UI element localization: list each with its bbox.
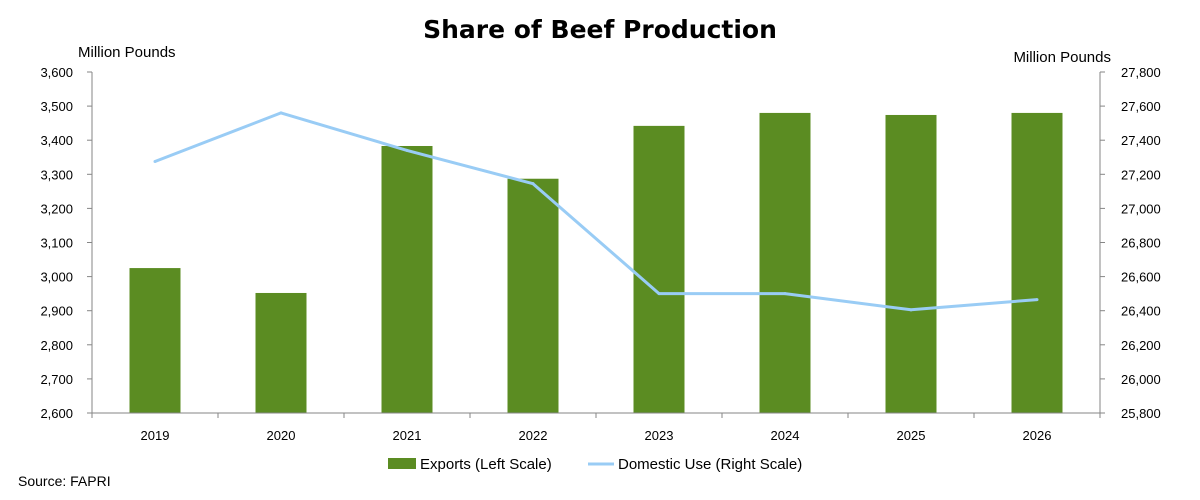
left-tick-label: 2,700 xyxy=(40,372,73,387)
right-tick-label: 26,000 xyxy=(1121,372,1161,387)
legend-label-domestic-use: Domestic Use (Right Scale) xyxy=(618,456,802,473)
x-axis-ticks: 2019 2020 2021 2022 2023 2024 2025 2026 xyxy=(91,413,1101,443)
x-tick-label: 2026 xyxy=(1023,428,1052,443)
left-tick-label: 3,300 xyxy=(40,167,73,182)
right-tick-label: 27,400 xyxy=(1121,133,1161,148)
legend-label-exports: Exports (Left Scale) xyxy=(420,456,552,473)
domestic-use-point-2025 xyxy=(909,308,913,312)
right-tick-label: 25,800 xyxy=(1121,406,1161,421)
domestic-use-series xyxy=(153,111,1039,312)
domestic-use-point-2024 xyxy=(783,292,787,296)
export-bar-2019 xyxy=(129,268,181,413)
export-bar-2026 xyxy=(1011,112,1063,414)
x-tick-label: 2020 xyxy=(267,428,296,443)
left-tick-label: 2,900 xyxy=(40,304,73,319)
right-tick-label: 26,200 xyxy=(1121,338,1161,353)
left-axis-label: Million Pounds xyxy=(78,44,176,61)
domestic-use-point-2019 xyxy=(153,160,157,164)
left-tick-label: 2,600 xyxy=(40,406,73,421)
x-tick-label: 2024 xyxy=(771,428,800,443)
domestic-use-point-2022 xyxy=(531,182,535,186)
right-tick-label: 27,200 xyxy=(1121,167,1161,182)
legend: Exports (Left Scale) Domestic Use (Right… xyxy=(388,456,802,473)
domestic-use-point-2021 xyxy=(405,148,409,152)
right-tick-label: 27,600 xyxy=(1121,99,1161,114)
right-tick-label: 27,000 xyxy=(1121,201,1161,216)
x-tick-label: 2023 xyxy=(645,428,674,443)
right-axis-ticks: 25,800 26,000 26,200 26,400 26,600 26,800 27,0… xyxy=(1100,65,1161,421)
domestic-use-point-2023 xyxy=(657,292,661,296)
export-bar-2021 xyxy=(381,145,433,413)
x-tick-label: 2025 xyxy=(897,428,926,443)
domestic-use-point-2020 xyxy=(279,111,283,115)
export-bar-2020 xyxy=(255,292,307,413)
left-tick-label: 2,800 xyxy=(40,338,73,353)
left-tick-label: 3,400 xyxy=(40,133,73,148)
axis-lines xyxy=(91,72,1101,414)
right-axis-label: Million Pounds xyxy=(1013,49,1111,66)
export-bar-2023 xyxy=(633,125,685,414)
legend-swatch-exports xyxy=(388,458,416,469)
x-tick-label: 2019 xyxy=(141,428,170,443)
left-tick-label: 3,000 xyxy=(40,270,73,285)
export-bar-2022 xyxy=(507,178,559,413)
right-tick-label: 26,400 xyxy=(1121,304,1161,319)
export-bar-2025 xyxy=(885,114,937,413)
right-tick-label: 26,800 xyxy=(1121,236,1161,251)
left-tick-label: 3,100 xyxy=(40,236,73,251)
chart-title: Share of Beef Production xyxy=(423,15,777,44)
left-tick-label: 3,600 xyxy=(40,65,73,80)
right-tick-label: 26,600 xyxy=(1121,270,1161,285)
domestic-use-line xyxy=(154,111,1038,312)
left-tick-label: 3,500 xyxy=(40,99,73,114)
exports-bars xyxy=(129,112,1063,414)
domestic-use-point-2026 xyxy=(1035,298,1039,302)
x-tick-label: 2022 xyxy=(519,428,548,443)
x-tick-label: 2021 xyxy=(393,428,422,443)
export-bar-2024 xyxy=(759,112,811,414)
left-axis-ticks: 2,600 2,700 2,800 2,900 3,000 3,100 3,200 3,300… xyxy=(40,65,92,421)
left-tick-label: 3,200 xyxy=(40,201,73,216)
right-tick-label: 27,800 xyxy=(1121,65,1161,80)
source-note: Source: FAPRI xyxy=(18,473,111,489)
